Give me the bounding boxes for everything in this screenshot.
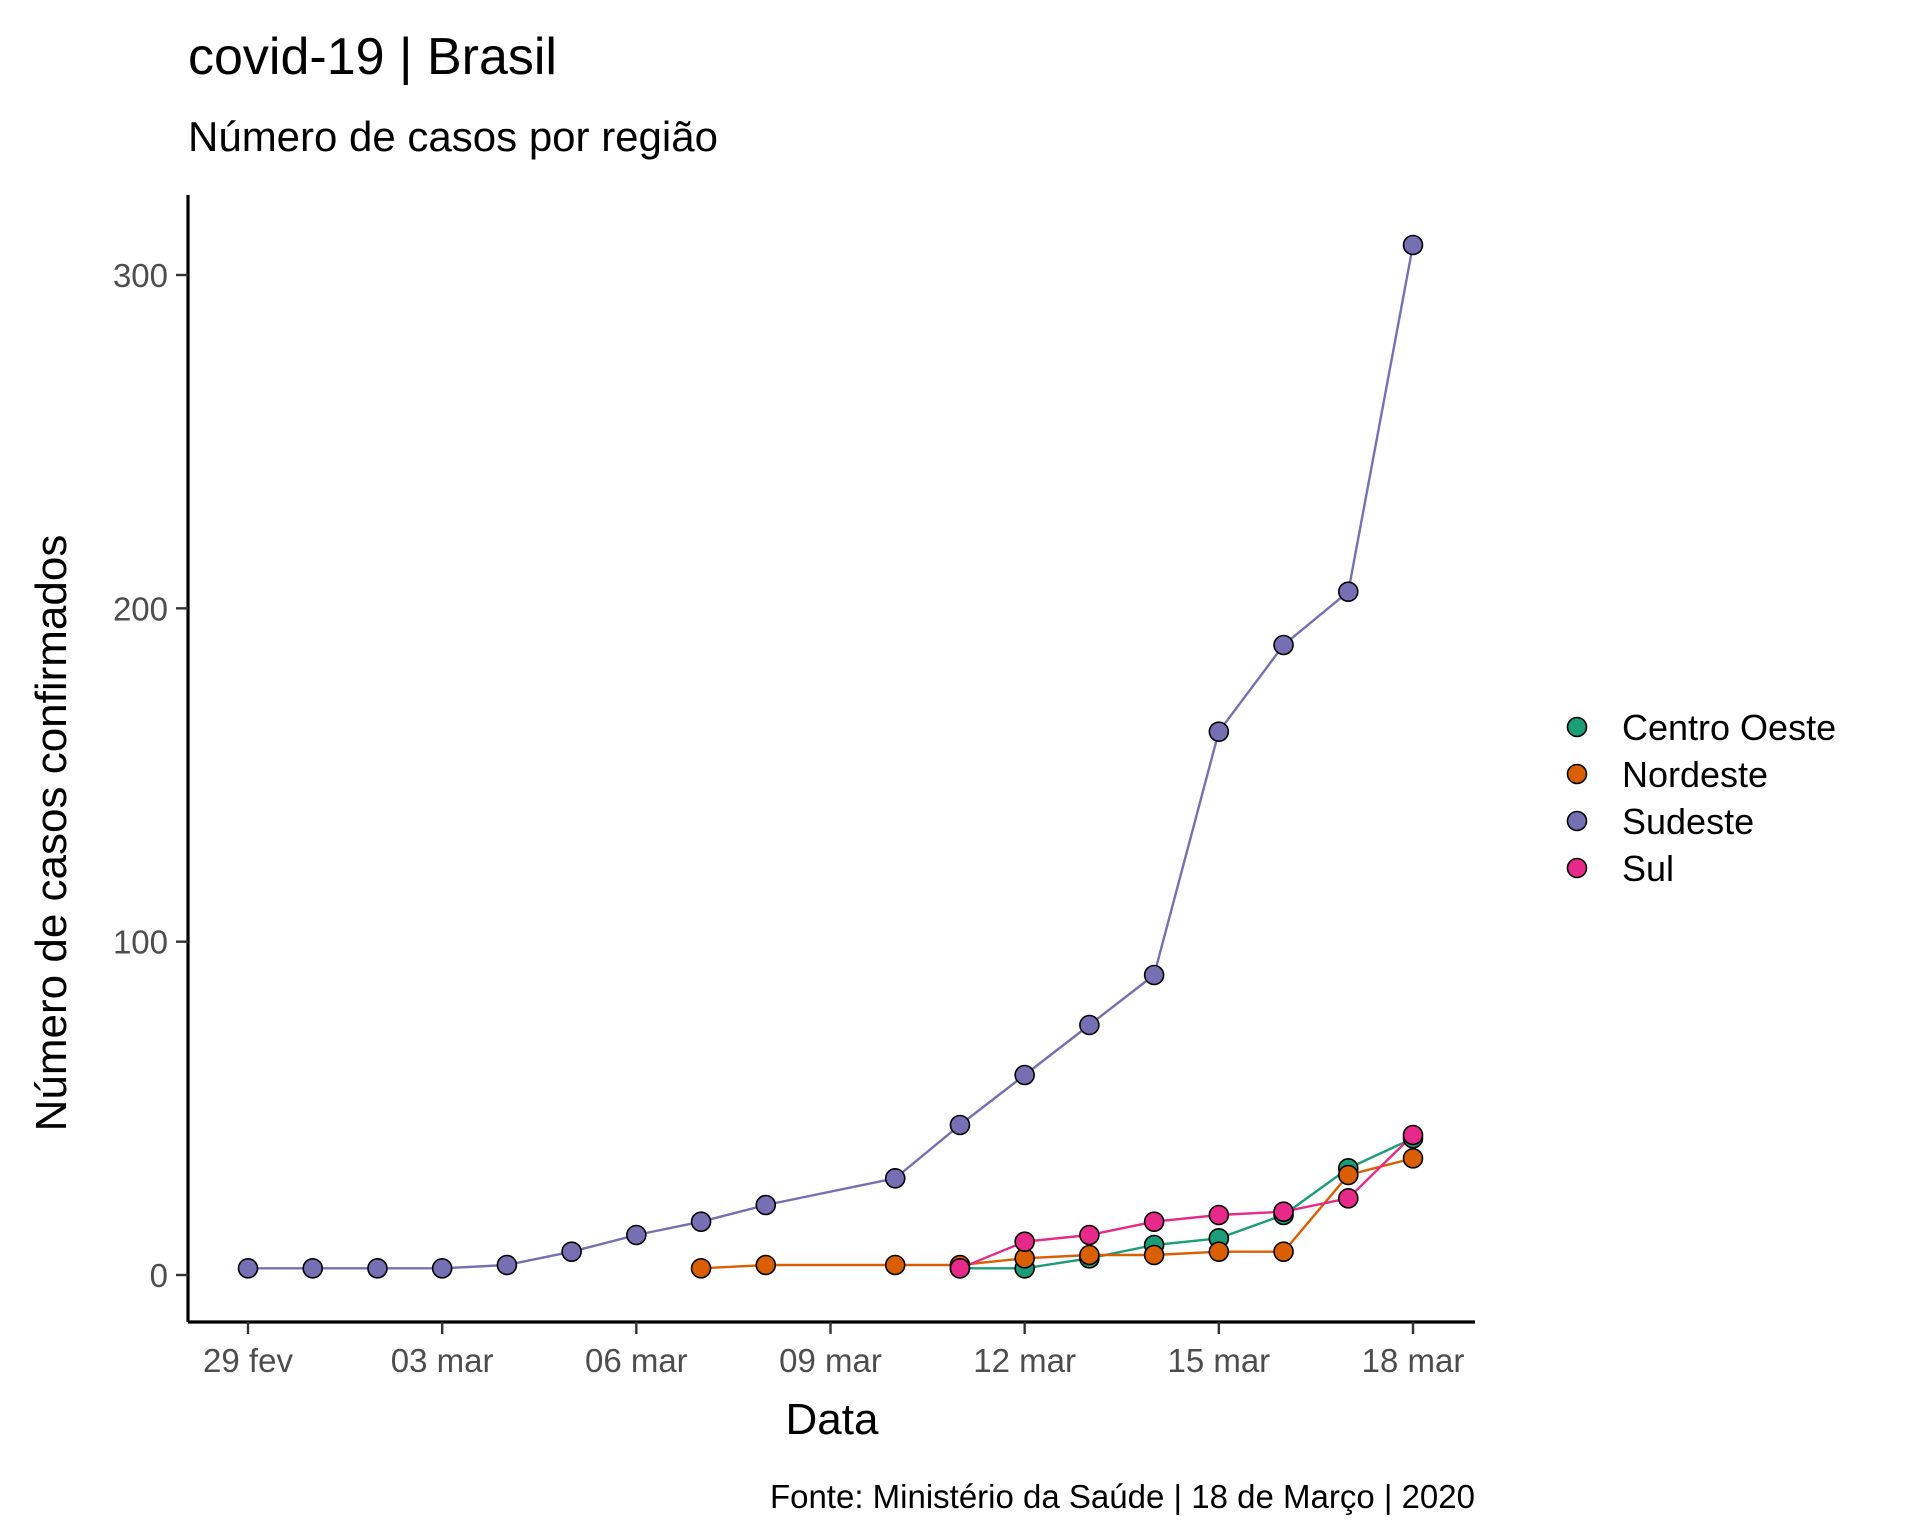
data-point-sudeste bbox=[690, 1211, 712, 1232]
data-point-sudeste bbox=[367, 1258, 388, 1279]
data-point-sul bbox=[1079, 1224, 1100, 1246]
legend-label-centro-oeste: Centro Oeste bbox=[1622, 707, 1836, 748]
data-point-nordeste bbox=[1079, 1244, 1100, 1266]
chart-caption: Fonte: Ministério da Saúde | 18 de Março… bbox=[770, 1478, 1475, 1515]
data-point-sudeste bbox=[884, 1168, 906, 1189]
data-point-nordeste bbox=[755, 1254, 777, 1276]
x-tick-label: 18 mar bbox=[1362, 1342, 1465, 1379]
data-point-nordeste bbox=[690, 1258, 712, 1279]
legend-label-sul: Sul bbox=[1622, 848, 1674, 889]
data-point-sudeste bbox=[949, 1114, 971, 1136]
chart-subtitle: Número de casos por região bbox=[188, 113, 718, 160]
series-line-centro-oeste bbox=[959, 1137, 1414, 1270]
data-point-sul bbox=[1208, 1204, 1230, 1226]
x-tick-label: 15 mar bbox=[1167, 1342, 1270, 1379]
data-point-sul bbox=[949, 1258, 971, 1279]
y-tick-label: 0 bbox=[150, 1257, 168, 1294]
data-point-sudeste bbox=[302, 1258, 324, 1279]
data-point-nordeste bbox=[1273, 1241, 1294, 1262]
legend-key-centro-oeste bbox=[1566, 716, 1588, 738]
legend-label-nordeste: Nordeste bbox=[1622, 754, 1768, 795]
series-line-nordeste bbox=[701, 1157, 1414, 1270]
data-point-sul bbox=[1014, 1231, 1035, 1252]
x-tick-label: 12 mar bbox=[973, 1342, 1076, 1379]
y-tick-label: 200 bbox=[113, 590, 168, 627]
data-point-sudeste bbox=[431, 1258, 453, 1279]
data-point-sudeste bbox=[755, 1194, 777, 1216]
plot-area: 0 100 200 300 29 fev 03 mar 06 mar 09 mar 12 mar… bbox=[113, 195, 1475, 1379]
legend: Centro Oeste Nordeste Sudeste Sul bbox=[1566, 707, 1836, 889]
x-tick-label: 06 mar bbox=[585, 1342, 688, 1379]
data-point-sudeste bbox=[1337, 581, 1359, 602]
data-point-nordeste bbox=[884, 1254, 906, 1276]
chart-title: covid-19 | Brasil bbox=[188, 28, 557, 86]
legend-key-nordeste bbox=[1566, 763, 1588, 785]
data-point-nordeste bbox=[1208, 1241, 1230, 1262]
data-point-sul bbox=[1402, 1124, 1424, 1146]
y-axis-title: Número de casos confirmados bbox=[27, 535, 76, 1132]
y-tick-label: 100 bbox=[113, 924, 168, 961]
data-point-nordeste bbox=[1402, 1148, 1424, 1169]
x-tick-label: 09 mar bbox=[779, 1342, 882, 1379]
data-point-nordeste bbox=[1337, 1164, 1359, 1186]
legend-key-sudeste bbox=[1566, 810, 1588, 832]
x-tick-label: 29 fev bbox=[203, 1342, 293, 1379]
data-point-sudeste bbox=[1402, 234, 1424, 256]
y-tick-label: 300 bbox=[113, 257, 168, 294]
data-point-sudeste bbox=[626, 1224, 647, 1246]
data-point-sudeste bbox=[1014, 1064, 1035, 1086]
data-point-sudeste bbox=[561, 1241, 582, 1262]
x-tick-label: 03 mar bbox=[391, 1342, 494, 1379]
data-point-sudeste bbox=[1143, 964, 1165, 986]
data-point-sul bbox=[1337, 1188, 1359, 1209]
data-point-sul bbox=[1143, 1211, 1165, 1232]
series-line-sudeste bbox=[248, 244, 1415, 1270]
data-point-sudeste bbox=[1208, 721, 1230, 742]
data-point-sul bbox=[1273, 1201, 1294, 1222]
data-point-sudeste bbox=[1079, 1014, 1100, 1036]
data-point-sudeste bbox=[496, 1254, 518, 1276]
data-point-sudeste bbox=[237, 1258, 259, 1279]
series-line-sul bbox=[959, 1134, 1414, 1270]
legend-label-sudeste: Sudeste bbox=[1622, 801, 1754, 842]
x-axis-title: Data bbox=[786, 1395, 879, 1444]
data-point-sudeste bbox=[1273, 634, 1294, 656]
data-point-nordeste bbox=[1143, 1244, 1165, 1266]
legend-key-sul bbox=[1566, 857, 1588, 879]
